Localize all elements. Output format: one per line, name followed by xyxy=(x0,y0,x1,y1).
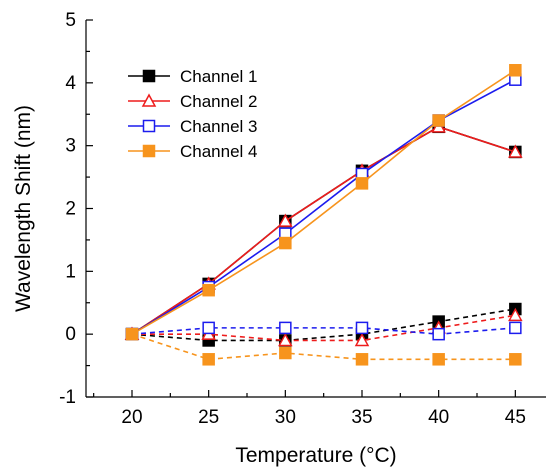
y-tick-label: 0 xyxy=(65,324,76,345)
x-tick-label: 45 xyxy=(505,407,526,428)
plot-area xyxy=(124,64,523,366)
data-point xyxy=(202,321,215,335)
data-point xyxy=(278,213,293,227)
y-tick-label: 1 xyxy=(65,261,76,282)
series-line xyxy=(131,308,516,342)
data-point xyxy=(508,307,523,322)
data-point xyxy=(509,353,522,366)
legend-label: Channel 1 xyxy=(180,67,258,86)
series-line xyxy=(131,125,516,335)
y-tick-label: -1 xyxy=(59,387,76,408)
legend-item: Channel 1 xyxy=(128,67,258,86)
y-tick-label: 3 xyxy=(65,136,76,157)
data-point xyxy=(279,346,292,360)
data-point xyxy=(279,321,292,335)
data-point xyxy=(432,353,445,366)
series-solid-3 xyxy=(125,64,522,341)
x-axis-title: Temperature (°C) xyxy=(235,444,396,467)
data-point xyxy=(509,321,522,335)
legend-item: Channel 2 xyxy=(128,92,258,111)
legend-item: Channel 4 xyxy=(128,142,258,161)
legend-marker xyxy=(141,93,157,107)
data-point xyxy=(202,353,215,366)
data-point xyxy=(125,327,139,341)
legend-label: Channel 3 xyxy=(180,117,258,136)
series-line xyxy=(132,314,516,342)
series-dashed-3 xyxy=(125,327,522,366)
series-line xyxy=(131,333,516,361)
data-point xyxy=(202,283,215,297)
series-line xyxy=(131,69,516,335)
y-tick-label: 5 xyxy=(65,10,76,31)
legend-label: Channel 2 xyxy=(180,92,258,111)
legend-marker xyxy=(142,119,156,133)
series-line xyxy=(131,327,516,335)
series-dashed-0 xyxy=(125,302,522,347)
data-point xyxy=(279,236,292,250)
data-point xyxy=(432,327,445,341)
x-tick-label: 30 xyxy=(275,407,296,428)
x-tick-label: 25 xyxy=(198,407,219,428)
data-point xyxy=(432,114,445,127)
data-point xyxy=(355,177,369,190)
legend-item: Channel 3 xyxy=(128,117,258,136)
data-point xyxy=(278,332,293,347)
legend: Channel 1 Channel 2 Channel 3 Channel 4 xyxy=(128,67,258,161)
y-tick-label: 4 xyxy=(65,73,76,94)
data-point xyxy=(508,144,523,158)
x-tick-label: 35 xyxy=(351,407,372,428)
y-axis-title: Wavelength Shift (nm) xyxy=(12,105,35,312)
x-tick-label: 40 xyxy=(428,407,449,428)
data-point xyxy=(355,353,369,366)
legend-label: Channel 4 xyxy=(180,142,258,161)
data-point xyxy=(354,332,370,347)
series-line xyxy=(131,78,516,335)
data-point xyxy=(509,64,522,77)
legend-marker xyxy=(142,69,156,83)
legend-marker xyxy=(142,144,156,158)
x-tick-label: 20 xyxy=(121,407,142,428)
y-tick-label: 2 xyxy=(65,199,76,220)
data-point xyxy=(355,321,369,335)
